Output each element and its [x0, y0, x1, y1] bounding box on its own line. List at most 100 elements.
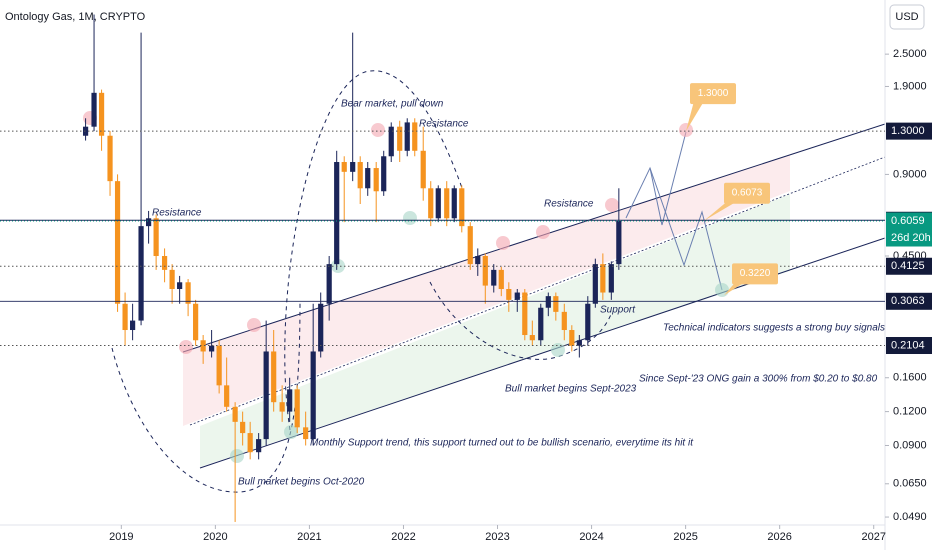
x-tick-label: 2025 [673, 531, 697, 543]
projection-path [649, 131, 687, 226]
annotation: Resistance [419, 119, 469, 130]
candle-body [420, 150, 426, 189]
candle-body [357, 162, 363, 189]
level-label: 1.3000 [891, 125, 925, 137]
candle-body [576, 340, 582, 346]
candle-body [193, 303, 199, 341]
y-tick-label: 0.0490 [893, 511, 927, 523]
candle-body [247, 433, 253, 453]
candle-body [373, 168, 379, 192]
candle-body [279, 402, 285, 412]
channel-upper-fill [183, 155, 790, 426]
candle-body [209, 345, 215, 352]
candle-body [122, 303, 128, 331]
level-box [886, 337, 932, 355]
candle-body [428, 188, 434, 219]
candle-body [482, 256, 488, 286]
annotation: Support [600, 305, 636, 316]
candle-body [310, 351, 316, 440]
candle-body [224, 385, 230, 407]
annotation: Resistance [152, 208, 202, 219]
resistance-touches [83, 111, 693, 354]
x-tick-label: 2021 [297, 531, 321, 543]
candle-body [216, 345, 222, 386]
level-box [886, 122, 932, 140]
y-tick-label: 2.5000 [893, 48, 927, 60]
candle-body [616, 220, 622, 265]
target-pointer [686, 101, 704, 132]
candle-body [232, 406, 238, 422]
candle-body [444, 188, 450, 219]
x-tick-label: 2022 [391, 531, 415, 543]
annotation: Resistance [544, 199, 594, 210]
target-label: 1.3000 [698, 88, 729, 99]
target-pointer [724, 281, 746, 296]
candle-body [475, 256, 481, 265]
target-box [732, 263, 778, 285]
candle-body [256, 439, 262, 453]
y-tick-label: 1.9000 [893, 80, 927, 92]
candle-body [561, 311, 567, 331]
candle-body [397, 126, 403, 151]
target-label: 0.3220 [740, 268, 771, 279]
candle-body [404, 122, 410, 151]
candle-body [569, 330, 575, 346]
candle-body [341, 162, 347, 172]
candle-body [169, 269, 175, 290]
candle-body [498, 269, 504, 290]
candle-body [177, 282, 183, 290]
candle-body [145, 218, 152, 227]
candle-body [153, 218, 159, 257]
annotation: Bear market, pull down [341, 99, 444, 110]
cycle-arc [284, 70, 463, 431]
candle-body [303, 427, 309, 440]
y-tick-label: 0.1600 [893, 372, 927, 384]
candle-body [91, 92, 97, 127]
candle-body [412, 122, 418, 151]
candle-body [608, 264, 614, 293]
candle-body [538, 307, 544, 341]
candle-body [287, 389, 293, 412]
x-tick-label: 2026 [767, 531, 791, 543]
candle-body [435, 188, 441, 219]
candle-body [82, 126, 89, 136]
candle-body [318, 303, 324, 352]
projection-path [625, 166, 723, 291]
candle-body [381, 156, 387, 192]
level-box [886, 292, 932, 310]
candle-body [506, 289, 512, 300]
candle-body [107, 135, 113, 182]
candle-body [263, 351, 269, 440]
candle-body [161, 256, 168, 270]
candle-body [545, 296, 551, 308]
candle-body [350, 162, 356, 172]
currency-button[interactable] [889, 4, 925, 30]
target-pointer [704, 200, 738, 221]
candle-body [553, 296, 559, 312]
candle-body [294, 389, 300, 428]
x-tick-label: 2023 [485, 531, 509, 543]
candle-body [240, 421, 246, 434]
candle-body [522, 292, 528, 336]
x-tick-label: 2024 [579, 531, 603, 543]
target-box [690, 83, 736, 105]
annotation: Technical indicators suggests a strong b… [663, 323, 885, 334]
last-price-label: 0.6059 [891, 215, 925, 227]
target-box [724, 182, 770, 204]
target-label: 0.6073 [732, 187, 763, 198]
candle-body [459, 188, 465, 227]
candle-body [185, 282, 191, 304]
annotation: Since Sept-'23 ONG gain a 300% from $0.2… [639, 374, 878, 385]
y-tick-label: 0.0900 [893, 439, 927, 451]
level-label: 0.3063 [891, 295, 925, 307]
chart-title: Ontology Gas, 1M, CRYPTO [5, 11, 146, 23]
candle-body [592, 264, 598, 304]
channel-lower-fill [200, 194, 790, 467]
candle-body [334, 162, 340, 265]
candle-body [388, 126, 394, 157]
annotation: Monthly Support trend, this support turn… [310, 438, 694, 449]
candle-body [365, 168, 371, 189]
x-tick-label: 2027 [861, 531, 885, 543]
annotation: Bull market begins Sept-2023 [505, 384, 637, 395]
